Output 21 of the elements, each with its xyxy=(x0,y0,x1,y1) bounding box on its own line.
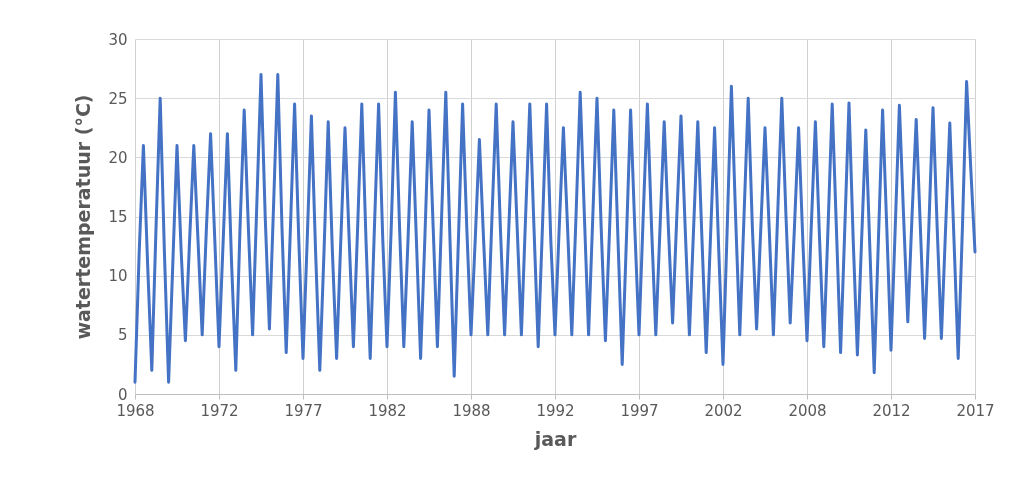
y-tick-label: 0 xyxy=(117,385,128,404)
y-axis-title: watertemperatuur (°C) xyxy=(72,94,95,340)
x-tick-label: 1972 xyxy=(200,401,239,420)
y-tick-label: 20 xyxy=(108,148,128,167)
x-tick-label: 2017 xyxy=(956,401,995,420)
y-tick-label: 30 xyxy=(108,30,128,49)
y-tick-label: 5 xyxy=(117,326,128,345)
x-tick-label: 1977 xyxy=(284,401,323,420)
y-tick-label: 25 xyxy=(108,89,128,108)
x-tick-label: 1968 xyxy=(116,401,155,420)
y-tick-label: 15 xyxy=(108,208,128,226)
x-tick-label: 2012 xyxy=(872,401,911,420)
y-tick-label: 10 xyxy=(108,267,128,286)
line-series xyxy=(133,73,977,384)
x-axis-title: jaar xyxy=(533,427,577,450)
x-tick-label: 1982 xyxy=(368,401,407,420)
x-tick-label: 1988 xyxy=(452,401,491,420)
x-tick-label: 2002 xyxy=(704,401,743,420)
x-tick-label: 2008 xyxy=(788,401,827,420)
x-tick-label: 1997 xyxy=(620,401,659,420)
x-tick-label: 1992 xyxy=(536,401,575,420)
